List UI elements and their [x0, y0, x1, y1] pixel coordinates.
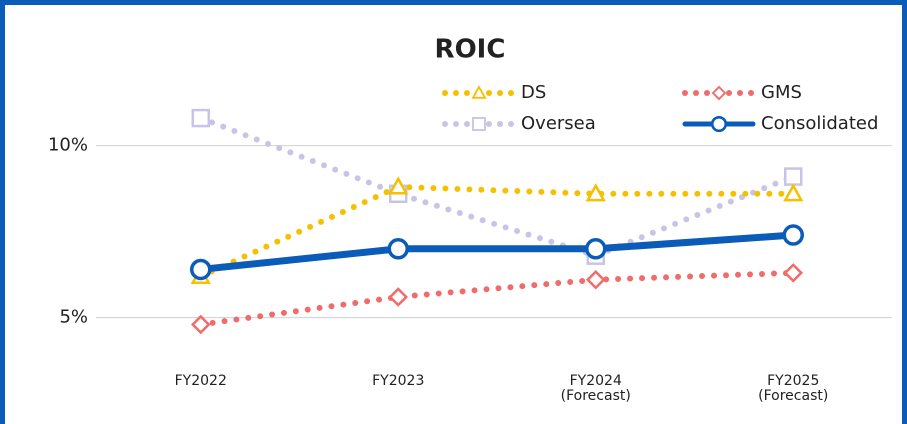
marker	[190, 258, 212, 281]
marker	[585, 269, 606, 290]
marker	[471, 85, 487, 99]
x-tick-label: FY2025 (Forecast)	[758, 373, 829, 404]
legend-item: Consolidated	[682, 113, 878, 134]
marker	[711, 85, 727, 101]
chart-title: ROIC	[435, 35, 506, 65]
series-line	[197, 183, 797, 280]
marker	[388, 287, 409, 307]
legend-label: Consolidated	[761, 113, 878, 134]
marker	[472, 117, 486, 131]
x-tick-label: FY2023	[372, 373, 425, 389]
x-tick-label: FY2024 (Forecast)	[560, 373, 631, 404]
marker	[710, 115, 728, 133]
y-tick-label: 10%	[48, 135, 88, 156]
marker	[190, 314, 211, 335]
legend-label: DS	[521, 82, 546, 103]
y-tick-label: 5%	[59, 307, 88, 328]
legend-item: GMS	[682, 82, 802, 103]
marker	[782, 224, 804, 246]
marker	[784, 167, 803, 186]
marker	[585, 183, 606, 202]
marker	[585, 238, 607, 260]
legend-item: DS	[442, 82, 546, 103]
x-tick-label: FY2022	[174, 373, 227, 389]
marker	[388, 176, 409, 195]
marker	[191, 108, 210, 128]
series-line	[197, 115, 797, 259]
legend-label: Oversea	[521, 113, 596, 134]
series-line	[197, 269, 797, 328]
series-line	[197, 231, 797, 273]
marker	[387, 238, 409, 260]
marker	[783, 183, 804, 202]
marker	[783, 263, 804, 283]
legend-label: GMS	[761, 82, 802, 103]
legend-item: Oversea	[442, 113, 596, 134]
